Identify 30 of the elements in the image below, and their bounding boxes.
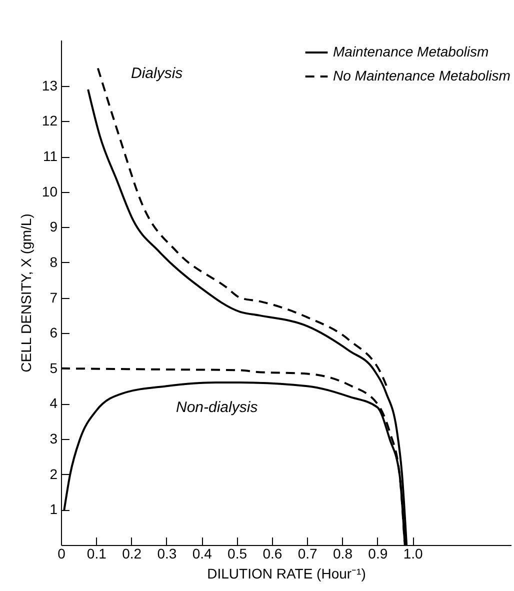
x-tick-label: 0.6 [262, 546, 282, 562]
y-tick-label: 5 [50, 360, 58, 376]
x-tick-label: 0.7 [298, 546, 318, 562]
y-tick-label: 4 [50, 395, 58, 412]
x-tick-label: 0.2 [122, 546, 142, 562]
y-tick-label: 10 [42, 183, 58, 200]
x-tick-label: 0.9 [368, 546, 388, 562]
y-axis-title: CELL DENSITY, X (gm/L) [18, 214, 34, 372]
annotation: Dialysis [131, 65, 184, 82]
annotation: Non-dialysis [176, 399, 258, 416]
x-tick-label: 0.8 [333, 546, 353, 562]
legend-label: No Maintenance Metabolism [333, 68, 511, 84]
y-tick-label: 7 [50, 289, 58, 306]
y-tick-label: 13 [42, 77, 58, 94]
x-tick-label: 0.3 [157, 546, 177, 562]
x-tick-label: 1.0 [403, 546, 424, 562]
legend-label: Maintenance Metabolism [333, 44, 489, 60]
y-tick-label: 8 [50, 254, 58, 270]
y-tick-label: 2 [50, 466, 58, 482]
y-tick-label: 1 [50, 501, 58, 518]
x-tick-label: 0 [58, 546, 66, 562]
x-tick-label: 0.4 [192, 546, 212, 562]
y-tick-label: 3 [50, 430, 58, 447]
x-tick-label: 0.1 [86, 546, 107, 562]
y-tick-label: 12 [42, 112, 58, 129]
x-axis-title: DILUTION RATE (Hour⁻¹) [207, 566, 366, 582]
y-tick-label: 9 [50, 218, 58, 235]
x-tick-label: 0.5 [228, 546, 248, 562]
y-tick-label: 11 [42, 148, 58, 164]
y-tick-label: 6 [50, 324, 58, 341]
